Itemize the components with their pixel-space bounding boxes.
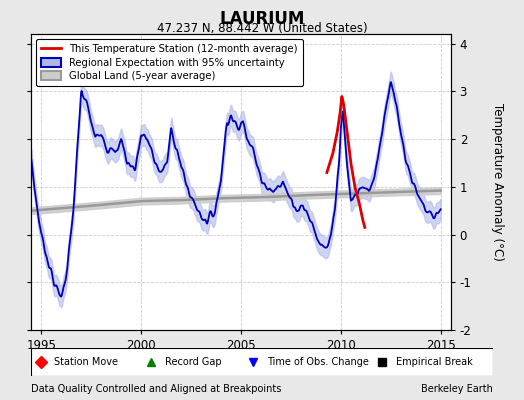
- Legend: This Temperature Station (12-month average), Regional Expectation with 95% uncer: This Temperature Station (12-month avera…: [37, 39, 303, 86]
- Text: Data Quality Controlled and Aligned at Breakpoints: Data Quality Controlled and Aligned at B…: [31, 384, 282, 394]
- FancyBboxPatch shape: [31, 348, 493, 376]
- Text: Record Gap: Record Gap: [165, 357, 222, 367]
- Text: Time of Obs. Change: Time of Obs. Change: [267, 357, 368, 367]
- Text: Empirical Break: Empirical Break: [396, 357, 473, 367]
- Text: LAURIUM: LAURIUM: [220, 10, 304, 28]
- Text: Berkeley Earth: Berkeley Earth: [421, 384, 493, 394]
- Text: 47.237 N, 88.442 W (United States): 47.237 N, 88.442 W (United States): [157, 22, 367, 35]
- Text: Station Move: Station Move: [54, 357, 118, 367]
- Y-axis label: Temperature Anomaly (°C): Temperature Anomaly (°C): [491, 103, 504, 261]
